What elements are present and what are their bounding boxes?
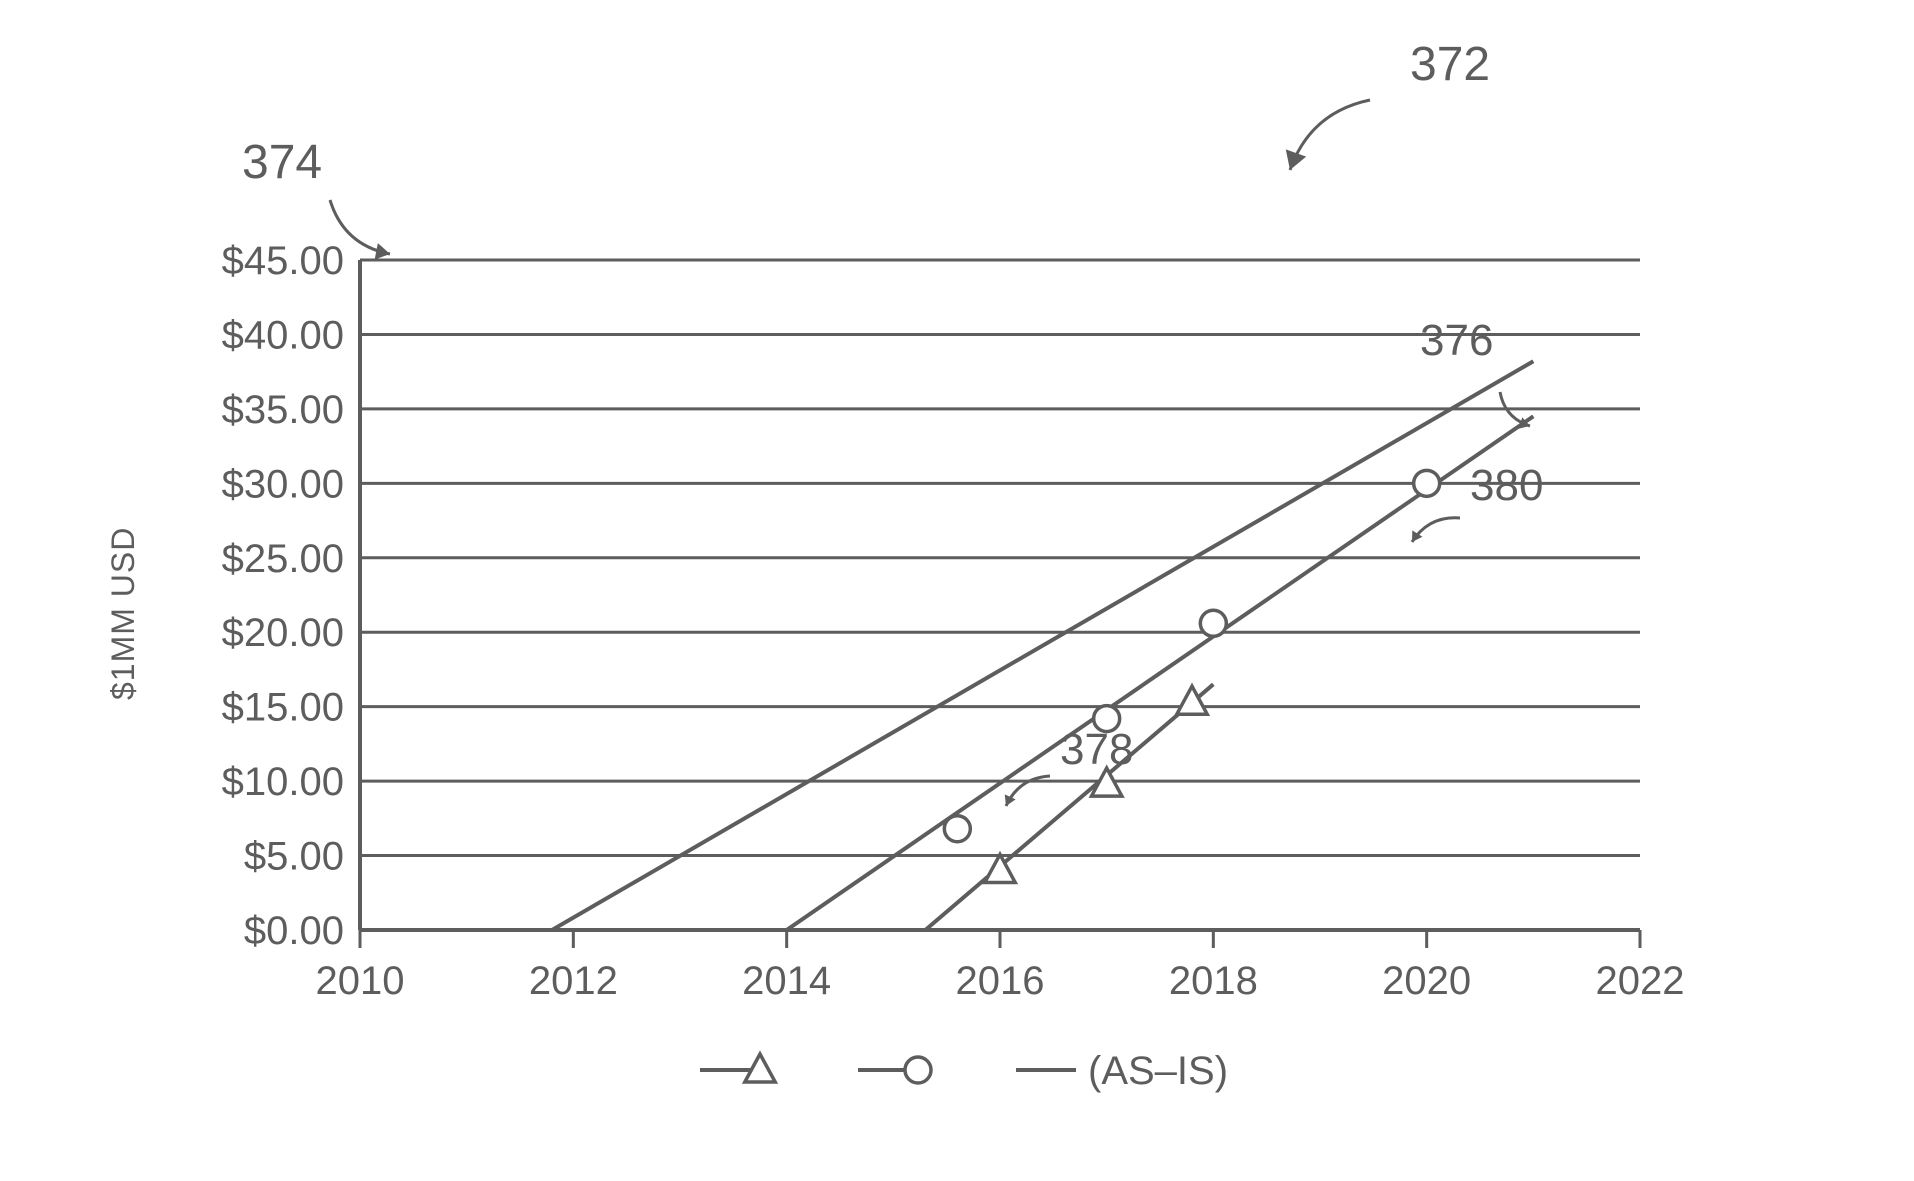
circle-marker [905,1057,931,1083]
y-tick-label: $30.00 [222,462,344,506]
y-axis-title: $1MM USD [105,527,142,700]
legend-label-as_is: (AS–IS) [1088,1049,1228,1093]
callout-376: 376 [1420,316,1493,365]
circle-marker [1414,470,1440,496]
series-group [552,361,1533,930]
y-tick-label: $0.00 [244,909,344,953]
circle-marker [1200,610,1226,636]
x-tick-label: 2022 [1596,959,1685,1003]
y-tick-label: $40.00 [222,313,344,357]
circle-marker [944,816,970,842]
series-line-as_is [552,361,1533,930]
callout-374: 374 [242,136,322,189]
x-tick-label: 2012 [529,959,618,1003]
x-tick-label: 2014 [742,959,831,1003]
x-tick-label: 2020 [1382,959,1471,1003]
y-tick-label: $20.00 [222,611,344,655]
y-tick-label: $15.00 [222,686,344,730]
x-tick-label: 2018 [1169,959,1258,1003]
callout-378: 378 [1060,725,1133,774]
x-tick-label: 2010 [316,959,405,1003]
callout-arrowhead [375,243,390,259]
triangle-marker [1177,686,1207,714]
page: $1MM USD $0.00 $5.00 $10.00 $15.00 $20.00 $25… [0,0,1914,1181]
callout-380: 380 [1470,461,1543,510]
y-tick-label: $45.00 [222,239,344,283]
y-tick-label: $35.00 [222,388,344,432]
y-tick-label: $25.00 [222,537,344,581]
chart-svg: $0.00 $5.00 $10.00 $15.00 $20.00 $25.00 $30.00… [0,0,1914,1181]
y-tick-label: $5.00 [244,835,344,879]
y-tick-label: $10.00 [222,760,344,804]
x-tick-label: 2016 [956,959,1045,1003]
callout-372: 372 [1410,38,1490,91]
